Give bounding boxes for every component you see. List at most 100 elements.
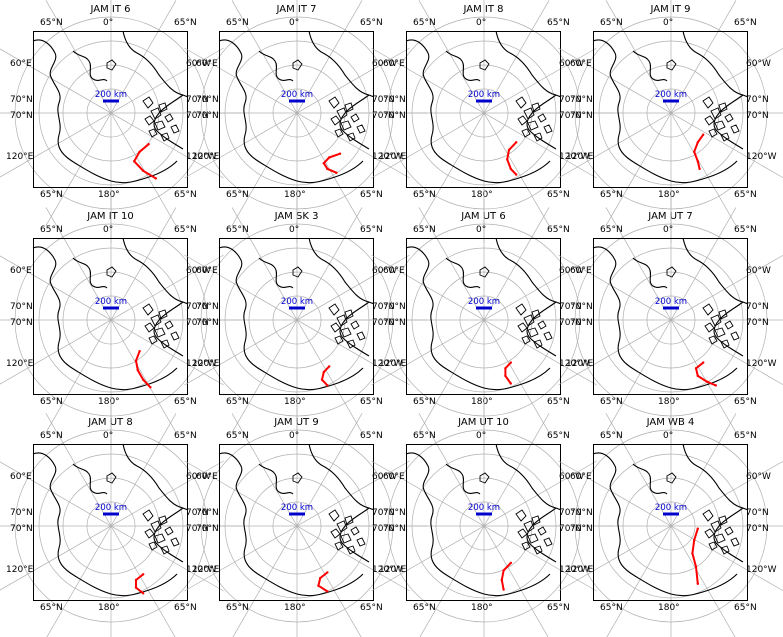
- panel-frame: [406, 31, 561, 188]
- track-point: [142, 573, 145, 576]
- tick-right-lower: 120°W: [372, 359, 403, 369]
- panel-frame: [219, 238, 374, 395]
- tick-left-lower: 120°E: [6, 152, 34, 162]
- coastline: [445, 463, 481, 495]
- track-point: [136, 369, 139, 372]
- tick-top-center: 0°: [103, 431, 114, 441]
- scale-label: 200 km: [281, 503, 313, 513]
- tick-bottom-center: 180°: [658, 190, 680, 200]
- island: [515, 303, 527, 316]
- tick-bottom-right: 65°N: [547, 397, 570, 407]
- tick-bottom-right: 65°N: [174, 397, 197, 407]
- coastline: [632, 257, 668, 289]
- island: [666, 472, 677, 484]
- tick-bottom-left: 65°N: [600, 603, 623, 613]
- tick-left-mid1: 70°N: [196, 302, 219, 312]
- island: [356, 537, 366, 547]
- tick-top-right: 65°N: [360, 225, 383, 235]
- track-segment: [509, 167, 518, 176]
- track-point: [694, 565, 698, 568]
- track-segment: [506, 148, 510, 161]
- tick-bottom-right: 65°N: [360, 397, 383, 407]
- scale-label: 200 km: [95, 297, 127, 307]
- panel-frame: [593, 238, 748, 395]
- tick-left-mid1: 70°N: [10, 508, 33, 518]
- tick-left-mid1: 70°N: [383, 508, 406, 518]
- tick-left-mid1: 70°N: [383, 95, 406, 105]
- island: [154, 120, 166, 131]
- island: [720, 545, 730, 555]
- tick-top-left: 65°N: [40, 18, 63, 28]
- tick-right-mid2: 70°N: [559, 318, 582, 328]
- graticule-meridian: [558, 460, 783, 592]
- tick-left-lower: 120°E: [379, 565, 407, 575]
- track-segment: [321, 378, 329, 387]
- tick-bottom-right: 65°N: [360, 190, 383, 200]
- track-segment: [691, 539, 696, 555]
- island: [730, 331, 740, 341]
- track-point: [138, 350, 141, 353]
- tick-right-upper: 60°W: [559, 266, 584, 276]
- island: [292, 472, 303, 484]
- tick-top-left: 65°N: [226, 18, 249, 28]
- tick-top-center: 0°: [476, 431, 487, 441]
- tick-bottom-left: 65°N: [600, 190, 623, 200]
- tick-right-upper: 60°W: [559, 59, 584, 69]
- track-segment: [705, 380, 717, 387]
- track-point: [693, 150, 696, 153]
- island: [144, 528, 155, 539]
- tick-left-mid2: 70°N: [10, 111, 33, 121]
- tick-right-lower: 120°W: [746, 565, 777, 575]
- track-point: [694, 367, 698, 370]
- panel-frame: [406, 238, 561, 395]
- track-point: [138, 150, 141, 153]
- island: [334, 541, 344, 551]
- tick-top-right: 65°N: [174, 431, 197, 441]
- track-point: [326, 167, 329, 171]
- track-segment: [135, 350, 141, 362]
- coastline: [308, 443, 375, 511]
- polar-map: 200 km: [354, 190, 614, 450]
- island: [527, 533, 539, 544]
- track-point: [500, 578, 503, 582]
- track-point: [504, 374, 507, 378]
- island: [479, 59, 490, 71]
- tick-right-lower: 120°W: [559, 359, 590, 369]
- track-segment: [504, 374, 512, 385]
- track-point: [515, 141, 518, 144]
- track-point: [502, 569, 505, 572]
- coastline: [445, 257, 481, 289]
- panel-frame: [33, 238, 188, 395]
- tick-right-mid2: 70°N: [372, 524, 395, 534]
- track-point: [322, 162, 325, 165]
- tick-top-center: 0°: [663, 18, 674, 28]
- island: [515, 509, 527, 522]
- coastline: [308, 237, 375, 305]
- polar-map: 200 km: [354, 396, 614, 637]
- island: [531, 102, 541, 113]
- tick-top-right: 65°N: [360, 18, 383, 28]
- island: [350, 320, 360, 330]
- scale-label: 200 km: [468, 90, 500, 100]
- island: [170, 124, 180, 134]
- island: [537, 526, 547, 536]
- track-segment: [138, 143, 150, 153]
- tick-bottom-center: 180°: [284, 397, 306, 407]
- tick-bottom-right: 65°N: [547, 603, 570, 613]
- scale-label: 200 km: [95, 503, 127, 513]
- track-segment: [508, 141, 518, 151]
- tick-right-lower: 120°W: [559, 565, 590, 575]
- island: [340, 533, 352, 544]
- tick-left-upper: 60°E: [383, 59, 405, 69]
- island: [517, 115, 528, 126]
- island: [148, 541, 158, 551]
- tick-left-mid2: 70°N: [383, 318, 406, 328]
- tick-top-center: 0°: [103, 225, 114, 235]
- island: [344, 309, 354, 320]
- island: [330, 322, 341, 333]
- island: [336, 107, 348, 120]
- panel-frame: [33, 444, 188, 601]
- track-segment: [321, 371, 325, 381]
- tick-left-upper: 60°E: [196, 266, 218, 276]
